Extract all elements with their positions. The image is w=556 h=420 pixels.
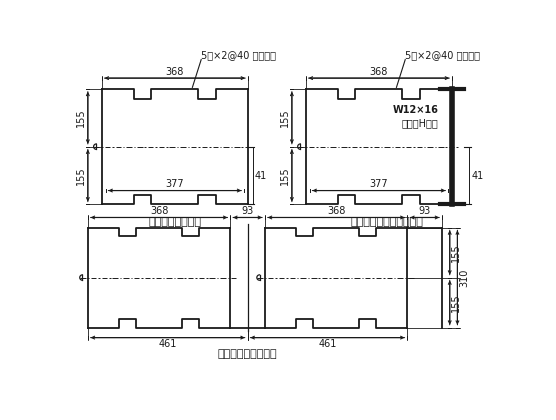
Text: 155: 155 bbox=[76, 166, 86, 185]
Text: 93: 93 bbox=[419, 206, 431, 216]
Text: 461: 461 bbox=[318, 339, 337, 349]
Text: 368: 368 bbox=[370, 67, 388, 76]
Text: 41: 41 bbox=[471, 171, 484, 181]
Text: 41: 41 bbox=[255, 171, 267, 181]
Text: 155: 155 bbox=[280, 166, 290, 185]
Text: 368: 368 bbox=[166, 67, 184, 76]
Text: 5宽×2@40 深加劲肋: 5宽×2@40 深加劲肋 bbox=[405, 50, 480, 60]
Text: 155: 155 bbox=[76, 108, 86, 127]
Text: 155: 155 bbox=[451, 243, 461, 262]
Text: 压型钢板横截面图: 压型钢板横截面图 bbox=[148, 217, 201, 227]
Text: 93: 93 bbox=[241, 206, 254, 216]
Text: 368: 368 bbox=[150, 206, 168, 216]
Text: 377: 377 bbox=[370, 179, 388, 189]
Text: W12×16: W12×16 bbox=[393, 105, 438, 116]
Text: 5宽×2@40 深加劲肋: 5宽×2@40 深加劲肋 bbox=[201, 50, 276, 60]
Text: 461: 461 bbox=[158, 339, 177, 349]
Text: 155: 155 bbox=[451, 293, 461, 312]
Text: 310: 310 bbox=[459, 268, 469, 287]
Text: 宽翼缘H型钢: 宽翼缘H型钢 bbox=[401, 118, 438, 128]
Text: 压型钢板拼装示意图: 压型钢板拼装示意图 bbox=[218, 349, 277, 359]
Text: 377: 377 bbox=[166, 179, 184, 189]
Text: 155: 155 bbox=[280, 108, 290, 127]
Text: 加强型压型钢板横截面图: 加强型压型钢板横截面图 bbox=[350, 217, 423, 227]
Text: 368: 368 bbox=[327, 206, 345, 216]
